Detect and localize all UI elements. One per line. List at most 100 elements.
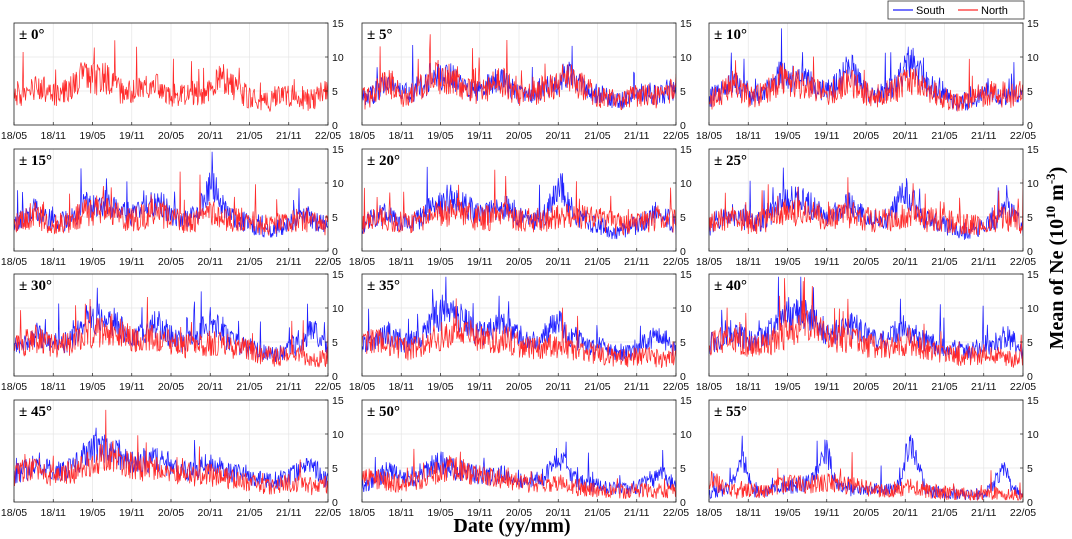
series-line-north (14, 171, 328, 236)
x-tick-label: 21/05 (931, 130, 957, 142)
legend-box (887, 0, 1025, 20)
x-tick-label: 20/05 (158, 381, 184, 393)
x-tick-label: 22/05 (315, 507, 341, 519)
x-tick-label: 21/11 (276, 130, 302, 142)
series-line-north (362, 169, 676, 236)
x-tick-label: 20/05 (853, 381, 879, 393)
legend-north-label: North (981, 5, 1008, 17)
y-tick-label: 10 (1027, 429, 1039, 441)
series-line-north (709, 177, 1023, 236)
x-tick-label: 20/05 (158, 507, 184, 519)
x-tick-label: 20/05 (853, 256, 879, 268)
x-tick-label: 21/11 (971, 256, 997, 268)
x-tick-label: 19/11 (814, 507, 840, 519)
x-tick-label: 18/11 (736, 130, 762, 142)
y-tick-label: 5 (1027, 86, 1033, 98)
panel-title: ± 15° (19, 153, 52, 169)
series-line-north (362, 298, 676, 369)
x-tick-label: 19/11 (467, 381, 493, 393)
x-tick-label: 18/05 (1, 507, 27, 519)
x-tick-label: 19/11 (814, 130, 840, 142)
y-tick-label: 15 (1027, 269, 1039, 281)
y-tick-label: 5 (1027, 463, 1033, 475)
y-tick-label: 10 (680, 429, 692, 441)
x-tick-label: 21/11 (276, 256, 302, 268)
x-tick-label: 21/11 (624, 130, 650, 142)
y-tick-label: 15 (680, 144, 692, 156)
series-line-south (14, 427, 328, 489)
y-tick-label: 10 (332, 303, 344, 315)
panel-title: ± 35° (367, 278, 400, 294)
panel-8: 18/05 18/11 19/05 19/11 20/05 20/11 21/05 21/11… (696, 269, 1039, 393)
x-tick-label: 18/11 (389, 381, 415, 393)
series-line-south (709, 276, 1023, 361)
panel-5: 18/05 18/11 19/05 19/11 20/05 20/11 21/05 21/11… (696, 144, 1039, 268)
x-tick-label: 18/11 (736, 256, 762, 268)
x-tick-label: 18/11 (389, 130, 415, 142)
y-tick-label: 0 (680, 371, 686, 383)
y-tick-label: 0 (1027, 371, 1033, 383)
series-line-north (14, 409, 328, 496)
x-tick-label: 22/05 (663, 256, 689, 268)
y-tick-label: 10 (1027, 303, 1039, 315)
y-tick-label: 0 (332, 246, 338, 258)
x-tick-label: 20/11 (546, 256, 572, 268)
x-tick-label: 19/11 (467, 256, 493, 268)
x-tick-label: 22/05 (315, 130, 341, 142)
y-tick-label: 0 (680, 497, 686, 509)
y-tick-label: 15 (680, 269, 692, 281)
x-tick-label: 21/11 (276, 507, 302, 519)
x-tick-label: 18/05 (349, 256, 375, 268)
series-line-south (709, 28, 1023, 111)
y-tick-label: 10 (332, 178, 344, 190)
x-tick-label: 20/05 (158, 130, 184, 142)
x-tick-label: 22/05 (1010, 381, 1036, 393)
y-tick-label: 5 (332, 86, 338, 98)
x-tick-label: 21/11 (276, 381, 302, 393)
x-tick-label: 19/05 (79, 507, 105, 519)
legend-south-label: South (916, 5, 945, 17)
x-tick-label: 19/11 (467, 130, 493, 142)
panel-3: 18/05 18/11 19/05 19/11 20/05 20/11 21/05 21/11… (1, 144, 344, 268)
y-tick-label: 10 (332, 52, 344, 64)
panel-title: ± 40° (714, 278, 747, 294)
y-axis-title-main: Mean of Ne (10 (1046, 219, 1068, 350)
x-tick-label: 21/11 (971, 130, 997, 142)
panel-title: ± 20° (367, 153, 400, 169)
y-tick-label: 10 (1027, 178, 1039, 190)
y-tick-label: 0 (332, 120, 338, 132)
y-tick-label: 5 (680, 86, 686, 98)
x-tick-label: 18/11 (736, 381, 762, 393)
y-axis-title: Mean of Ne (1010 m-3) (1043, 167, 1068, 350)
x-tick-label: 21/05 (584, 381, 610, 393)
x-tick-label: 19/05 (79, 256, 105, 268)
x-tick-label: 21/11 (971, 381, 997, 393)
panel-0: 18/05 18/11 19/05 19/11 20/05 20/11 21/05 21/11… (1, 18, 344, 142)
y-tick-label: 5 (1027, 337, 1033, 349)
x-tick-label: 21/05 (584, 507, 610, 519)
y-tick-label: 5 (680, 212, 686, 224)
series-line-north (709, 452, 1023, 502)
x-tick-label: 20/05 (506, 507, 532, 519)
x-tick-label: 22/05 (1010, 130, 1036, 142)
x-tick-label: 19/05 (427, 130, 453, 142)
series-line-north (362, 448, 676, 499)
x-tick-label: 18/05 (1, 130, 27, 142)
x-tick-label: 18/05 (696, 130, 722, 142)
x-tick-label: 20/11 (198, 256, 224, 268)
x-tick-label: 20/05 (506, 130, 532, 142)
y-tick-label: 15 (1027, 144, 1039, 156)
x-tick-label: 19/05 (427, 256, 453, 268)
x-axis-title: Date (yy/mm) (453, 515, 570, 537)
panel-4: 18/05 18/11 19/05 19/11 20/05 20/11 21/05 21/11… (349, 144, 692, 268)
x-tick-label: 18/05 (1, 381, 27, 393)
series-line-north (362, 34, 676, 111)
x-tick-label: 22/05 (663, 507, 689, 519)
x-tick-label: 20/11 (546, 381, 572, 393)
y-tick-label: 0 (332, 497, 338, 509)
x-tick-label: 18/11 (736, 507, 762, 519)
x-tick-label: 20/11 (893, 507, 919, 519)
panel-title: ± 5° (367, 27, 392, 43)
panel-2: 18/05 18/11 19/05 19/11 20/05 20/11 21/05 21/11… (696, 18, 1039, 142)
